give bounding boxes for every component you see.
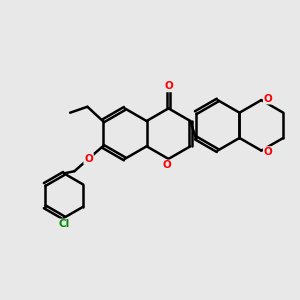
Text: O: O bbox=[264, 94, 272, 103]
Text: O: O bbox=[163, 160, 171, 170]
Text: O: O bbox=[84, 154, 93, 164]
Text: O: O bbox=[164, 81, 173, 92]
Text: Cl: Cl bbox=[58, 219, 70, 230]
Text: O: O bbox=[264, 147, 272, 157]
